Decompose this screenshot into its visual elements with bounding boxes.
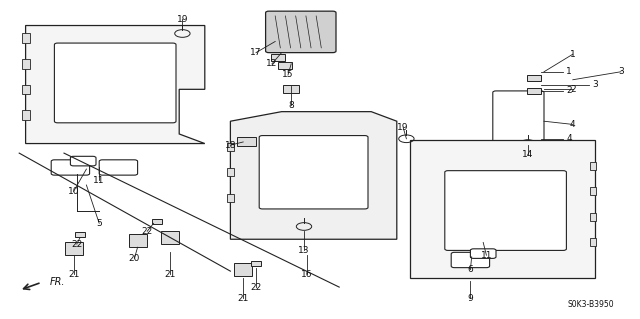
Text: 2: 2 bbox=[570, 85, 575, 94]
Text: 2: 2 bbox=[566, 86, 572, 95]
Bar bbox=[237, 137, 256, 146]
Text: 9: 9 bbox=[468, 294, 473, 303]
Bar bbox=[161, 231, 179, 244]
Text: FR.: FR. bbox=[50, 277, 65, 287]
FancyBboxPatch shape bbox=[54, 43, 176, 123]
Text: 14: 14 bbox=[522, 150, 534, 159]
Bar bbox=[527, 88, 541, 94]
Bar bbox=[227, 143, 234, 151]
Text: 21: 21 bbox=[164, 270, 175, 279]
FancyBboxPatch shape bbox=[266, 11, 336, 53]
FancyBboxPatch shape bbox=[70, 156, 96, 166]
Text: 8: 8 bbox=[289, 101, 294, 110]
Bar bbox=[65, 242, 83, 255]
Text: 1: 1 bbox=[570, 50, 575, 59]
Text: 6: 6 bbox=[468, 265, 473, 274]
Text: 15: 15 bbox=[282, 70, 294, 79]
PathPatch shape bbox=[410, 140, 595, 278]
Bar bbox=[22, 59, 30, 69]
Text: 19: 19 bbox=[177, 15, 188, 24]
Text: 22: 22 bbox=[71, 240, 83, 249]
Text: 21: 21 bbox=[68, 270, 79, 279]
Text: 5: 5 bbox=[97, 219, 102, 228]
FancyBboxPatch shape bbox=[259, 136, 368, 209]
Text: 10: 10 bbox=[68, 187, 79, 196]
Bar bbox=[227, 168, 234, 176]
Text: 11: 11 bbox=[481, 251, 492, 260]
Text: S0K3-B3950: S0K3-B3950 bbox=[568, 300, 614, 309]
Text: 22: 22 bbox=[141, 227, 153, 236]
PathPatch shape bbox=[26, 26, 205, 144]
FancyBboxPatch shape bbox=[99, 160, 138, 175]
Text: 4: 4 bbox=[566, 134, 572, 143]
Bar bbox=[283, 85, 300, 93]
Text: 16: 16 bbox=[301, 270, 313, 279]
Text: 3: 3 bbox=[592, 80, 598, 89]
Bar bbox=[227, 194, 234, 202]
Text: 11: 11 bbox=[93, 176, 105, 185]
Bar bbox=[76, 232, 84, 237]
Bar bbox=[271, 54, 285, 61]
Bar bbox=[129, 234, 147, 247]
FancyBboxPatch shape bbox=[451, 252, 490, 268]
Bar bbox=[590, 162, 596, 170]
Text: 12: 12 bbox=[266, 59, 278, 68]
Bar bbox=[278, 62, 292, 69]
Text: 19: 19 bbox=[397, 123, 409, 132]
Text: 21: 21 bbox=[237, 294, 249, 303]
Text: 18: 18 bbox=[225, 141, 236, 150]
Bar bbox=[234, 263, 252, 276]
Bar bbox=[527, 75, 541, 81]
Bar bbox=[590, 187, 596, 195]
Text: 3: 3 bbox=[618, 67, 623, 76]
FancyBboxPatch shape bbox=[493, 91, 544, 152]
Bar bbox=[22, 85, 30, 94]
Text: 1: 1 bbox=[566, 67, 572, 76]
Bar bbox=[590, 213, 596, 221]
Text: 17: 17 bbox=[250, 48, 262, 57]
Text: 20: 20 bbox=[129, 254, 140, 263]
FancyBboxPatch shape bbox=[470, 249, 496, 258]
Text: 22: 22 bbox=[250, 283, 262, 292]
Text: 13: 13 bbox=[298, 246, 310, 255]
Bar bbox=[22, 33, 30, 43]
PathPatch shape bbox=[230, 112, 397, 239]
Text: 4: 4 bbox=[570, 120, 575, 129]
Bar bbox=[22, 110, 30, 120]
Bar bbox=[252, 261, 261, 265]
Bar bbox=[590, 238, 596, 246]
FancyBboxPatch shape bbox=[51, 160, 90, 175]
FancyBboxPatch shape bbox=[445, 171, 566, 250]
Bar bbox=[152, 219, 162, 224]
